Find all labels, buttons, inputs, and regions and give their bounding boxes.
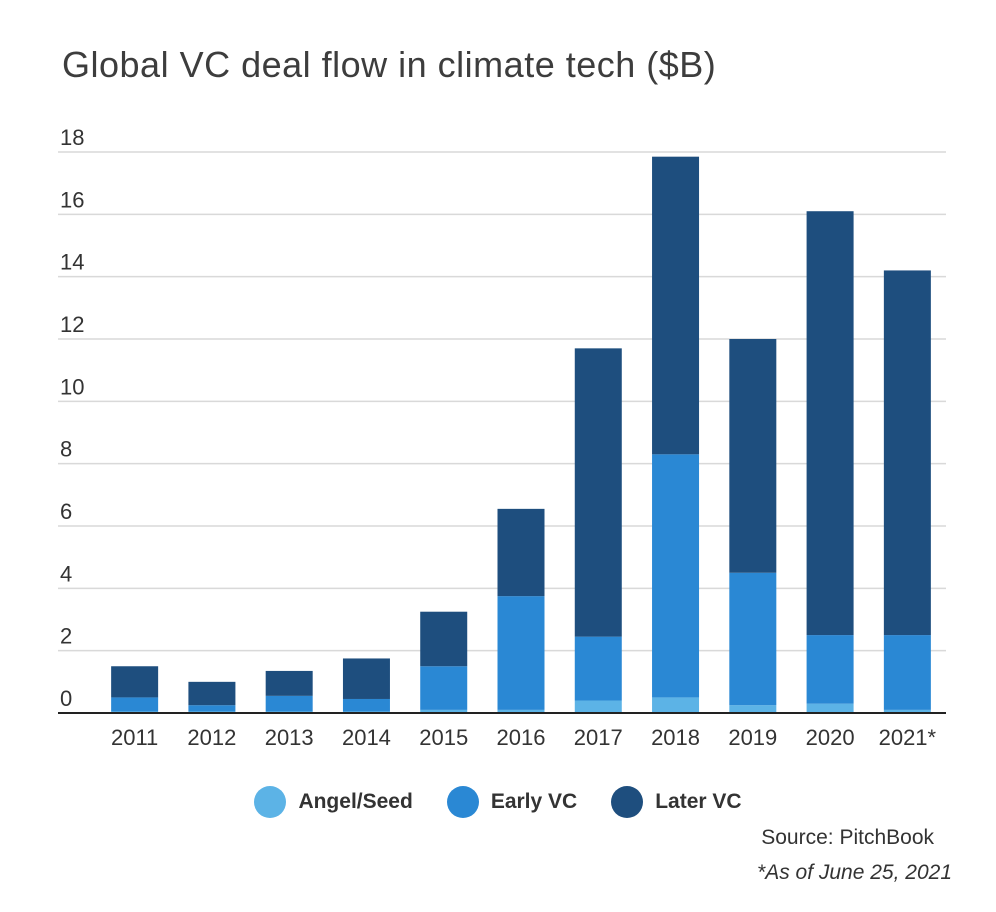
y-tick-label: 6 — [60, 499, 72, 524]
y-axis-ticks: 0 2 4 6 8 10 12 14 16 18 — [60, 125, 84, 711]
x-tick-label: 2015 — [419, 725, 468, 750]
bar-early-vc-2014 — [342, 698, 390, 712]
legend-item-angel-seed: Angel/Seed — [254, 786, 413, 818]
bar-later-vc-2021 — [883, 270, 931, 636]
bar-early-vc-2019 — [729, 572, 777, 706]
bar-early-vc-2016 — [497, 596, 545, 710]
y-tick-label: 18 — [60, 125, 84, 150]
y-tick-label: 16 — [60, 187, 84, 212]
bar-later-vc-2011 — [111, 666, 159, 698]
bar-later-vc-2015 — [420, 611, 468, 667]
x-tick-label: 2021* — [879, 725, 937, 750]
bar-later-vc-2014 — [342, 658, 390, 699]
x-tick-label: 2013 — [265, 725, 314, 750]
y-tick-label: 12 — [60, 312, 84, 337]
bar-angel-seed-2020 — [806, 703, 854, 713]
bar-early-vc-2011 — [111, 697, 159, 712]
bar-later-vc-2018 — [652, 156, 700, 455]
bars — [111, 156, 931, 713]
bar-angel-seed-2021 — [883, 709, 931, 713]
y-tick-label: 4 — [60, 561, 72, 586]
footnote: *As of June 25, 2021 — [757, 861, 952, 884]
bar-later-vc-2016 — [497, 508, 545, 597]
x-tick-label: 2012 — [187, 725, 236, 750]
y-tick-label: 8 — [60, 437, 72, 462]
bar-later-vc-2012 — [188, 681, 236, 706]
x-tick-label: 2019 — [728, 725, 777, 750]
legend-swatch-later-vc — [611, 786, 644, 818]
bar-early-vc-2017 — [574, 636, 622, 701]
legend-item-early-vc: Early VC — [446, 786, 578, 818]
legend-item-later-vc: Later VC — [611, 786, 742, 818]
y-tick-label: 0 — [60, 686, 72, 711]
y-tick-label: 14 — [60, 250, 84, 275]
bar-early-vc-2021 — [883, 635, 931, 710]
x-tick-label: 2018 — [651, 725, 700, 750]
legend: Angel/Seed Early VC Later VC — [0, 786, 996, 818]
x-tick-label: 2017 — [574, 725, 623, 750]
bar-later-vc-2017 — [574, 348, 622, 637]
x-tick-label: 2011 — [111, 725, 158, 750]
legend-swatch-early-vc — [446, 786, 479, 818]
y-tick-label: 2 — [60, 624, 72, 649]
bar-later-vc-2020 — [806, 211, 854, 636]
bar-angel-seed-2018 — [652, 697, 700, 713]
bar-angel-seed-2017 — [574, 700, 622, 713]
legend-label-early-vc: Early VC — [490, 790, 578, 813]
bar-early-vc-2013 — [265, 695, 313, 712]
bar-early-vc-2015 — [420, 666, 468, 710]
x-axis-ticks: 2011 2012 2013 2014 2015 2016 2017 2018 2019 2020… — [111, 725, 937, 750]
y-tick-label: 10 — [60, 374, 84, 399]
bar-angel-seed-2015 — [420, 709, 468, 713]
legend-label-angel-seed: Angel/Seed — [298, 790, 413, 813]
bar-early-vc-2012 — [188, 705, 236, 712]
bar-angel-seed-2016 — [497, 709, 545, 713]
bar-later-vc-2013 — [265, 670, 313, 696]
legend-swatch-angel-seed — [254, 786, 287, 818]
x-tick-label: 2016 — [497, 725, 546, 750]
bar-angel-seed-2019 — [729, 705, 777, 713]
bar-early-vc-2018 — [652, 454, 700, 698]
bar-early-vc-2020 — [806, 635, 854, 704]
chart-title: Global VC deal flow in climate tech ($B) — [62, 44, 717, 85]
bar-later-vc-2019 — [729, 339, 777, 573]
x-tick-label: 2014 — [342, 725, 391, 750]
source-note: Source: PitchBook — [761, 826, 934, 849]
legend-label-later-vc: Later VC — [655, 790, 742, 813]
x-tick-label: 2020 — [806, 725, 855, 750]
